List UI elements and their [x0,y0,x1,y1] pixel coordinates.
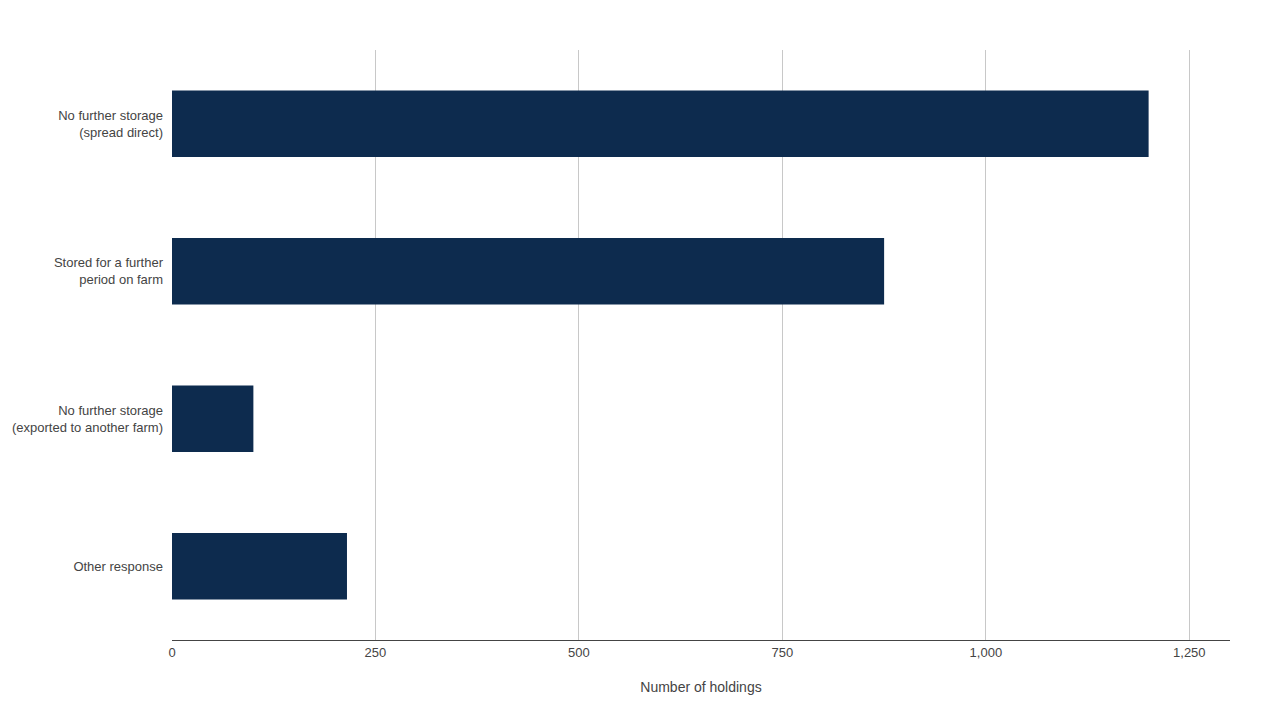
svg-text:1,000: 1,000 [970,645,1003,660]
svg-text:Other response: Other response [73,559,163,574]
svg-text:No further storage(spread dire: No further storage(spread direct) [58,108,163,140]
svg-text:Stored for a furtherperiod on: Stored for a furtherperiod on farm [54,255,164,287]
svg-text:No further storage(exported to: No further storage(exported to another f… [12,403,163,435]
svg-text:0: 0 [168,645,175,660]
svg-text:1,250: 1,250 [1173,645,1206,660]
svg-text:250: 250 [365,645,387,660]
svg-text:750: 750 [772,645,794,660]
svg-text:500: 500 [568,645,590,660]
svg-text:Number of holdings: Number of holdings [640,679,761,695]
